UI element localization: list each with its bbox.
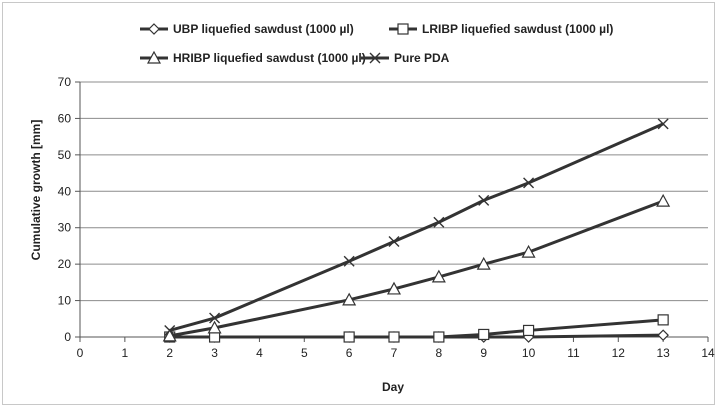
- data-point: [162, 328, 177, 342]
- data-point: [523, 177, 535, 189]
- y-tick-label: 40: [58, 184, 72, 198]
- series-x: [164, 118, 669, 336]
- gridlines: [80, 81, 708, 302]
- data-point: [209, 312, 221, 324]
- x-tick-label: 9: [480, 346, 487, 360]
- legend-marker: [397, 23, 409, 35]
- series-line: [169, 199, 664, 338]
- legend-entry: HRIBP liquefied sawdust (1000 µl): [140, 50, 366, 65]
- x-tick-label: 13: [656, 346, 670, 360]
- x-tick-label: 12: [612, 346, 626, 360]
- series-line: [169, 122, 664, 332]
- x-tick-label: 2: [166, 346, 173, 360]
- y-tick-label: 10: [58, 294, 72, 308]
- series-group: [162, 118, 671, 343]
- legend-marker: [369, 52, 381, 64]
- series-line: [169, 318, 664, 339]
- data-point: [343, 331, 355, 343]
- data-point: [657, 329, 669, 342]
- legend-marker: [146, 50, 162, 64]
- x-tick-label: 3: [211, 346, 218, 360]
- data-point: [656, 193, 671, 207]
- legend-label: UBP liquefied sawdust (1000 µl): [173, 22, 354, 36]
- y-tick-label: 20: [58, 257, 72, 271]
- y-tick-label: 60: [58, 111, 72, 125]
- x-tick-label: 14: [701, 346, 715, 360]
- legend-label: Pure PDA: [394, 51, 450, 65]
- data-point: [342, 292, 357, 306]
- data-point: [431, 269, 446, 283]
- y-tick-labels: 0 10 20 30 40 50 60 70: [58, 75, 72, 344]
- y-tick-label: 0: [64, 330, 71, 344]
- x-tick-label: 6: [346, 346, 353, 360]
- x-axis-title: Day: [382, 380, 404, 394]
- series-triangle: [162, 193, 671, 342]
- x-tick-label: 0: [77, 346, 84, 360]
- x-tick-label: 7: [391, 346, 398, 360]
- data-point: [207, 320, 222, 334]
- legend-entry: Pure PDA: [361, 51, 450, 65]
- x-tick-label: 1: [122, 346, 129, 360]
- data-point: [388, 236, 400, 248]
- legend-entry: UBP liquefied sawdust (1000 µl): [140, 22, 354, 36]
- legend: UBP liquefied sawdust (1000 µl) LRIBP liq…: [140, 22, 613, 65]
- legend-label: HRIBP liquefied sawdust (1000 µl): [173, 51, 366, 65]
- data-point: [522, 324, 535, 337]
- y-axis-title: Cumulative growth [mm]: [29, 120, 43, 261]
- x-tick-label: 11: [567, 346, 580, 360]
- x-tick-label: 4: [256, 346, 263, 360]
- data-point: [433, 216, 445, 228]
- data-point: [521, 244, 536, 258]
- data-point: [208, 331, 221, 343]
- y-tick-label: 50: [58, 148, 72, 162]
- data-point: [386, 281, 402, 295]
- data-point: [343, 255, 355, 267]
- data-point: [478, 328, 490, 341]
- x-tick-label: 5: [301, 346, 308, 360]
- legend-marker: [148, 23, 160, 35]
- x-tick-labels: 0 1 2 3 4 5 6 7 8 9 10 11 12 13 14: [77, 346, 715, 360]
- data-point: [478, 194, 490, 206]
- x-tick-label: 10: [522, 346, 536, 360]
- data-point: [657, 118, 669, 130]
- series-square: [164, 314, 669, 343]
- data-point: [476, 256, 491, 270]
- data-point: [388, 331, 400, 343]
- y-tick-label: 70: [58, 75, 72, 89]
- legend-label: LRIBP liquefied sawdust (1000 µl): [422, 22, 613, 36]
- legend-entry: LRIBP liquefied sawdust (1000 µl): [389, 22, 613, 36]
- data-point: [433, 331, 445, 343]
- x-tick-label: 8: [436, 346, 443, 360]
- y-tick-label: 30: [58, 221, 72, 235]
- axes: [75, 81, 709, 342]
- data-point: [657, 314, 669, 326]
- data-point: [164, 324, 176, 336]
